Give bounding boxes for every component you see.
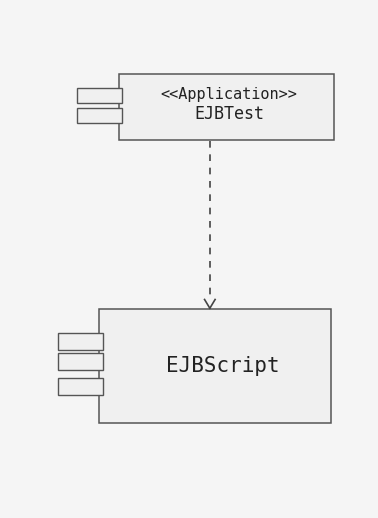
Text: EJBTest: EJBTest	[194, 105, 264, 123]
Text: EJBScript: EJBScript	[166, 356, 280, 377]
Bar	[119, 74, 334, 140]
Bar	[57, 353, 103, 370]
Text: <<Application>>: <<Application>>	[160, 87, 297, 102]
Bar	[57, 334, 103, 350]
Bar	[57, 379, 103, 395]
Bar	[76, 88, 122, 103]
Bar	[76, 108, 122, 123]
Bar	[99, 309, 332, 423]
